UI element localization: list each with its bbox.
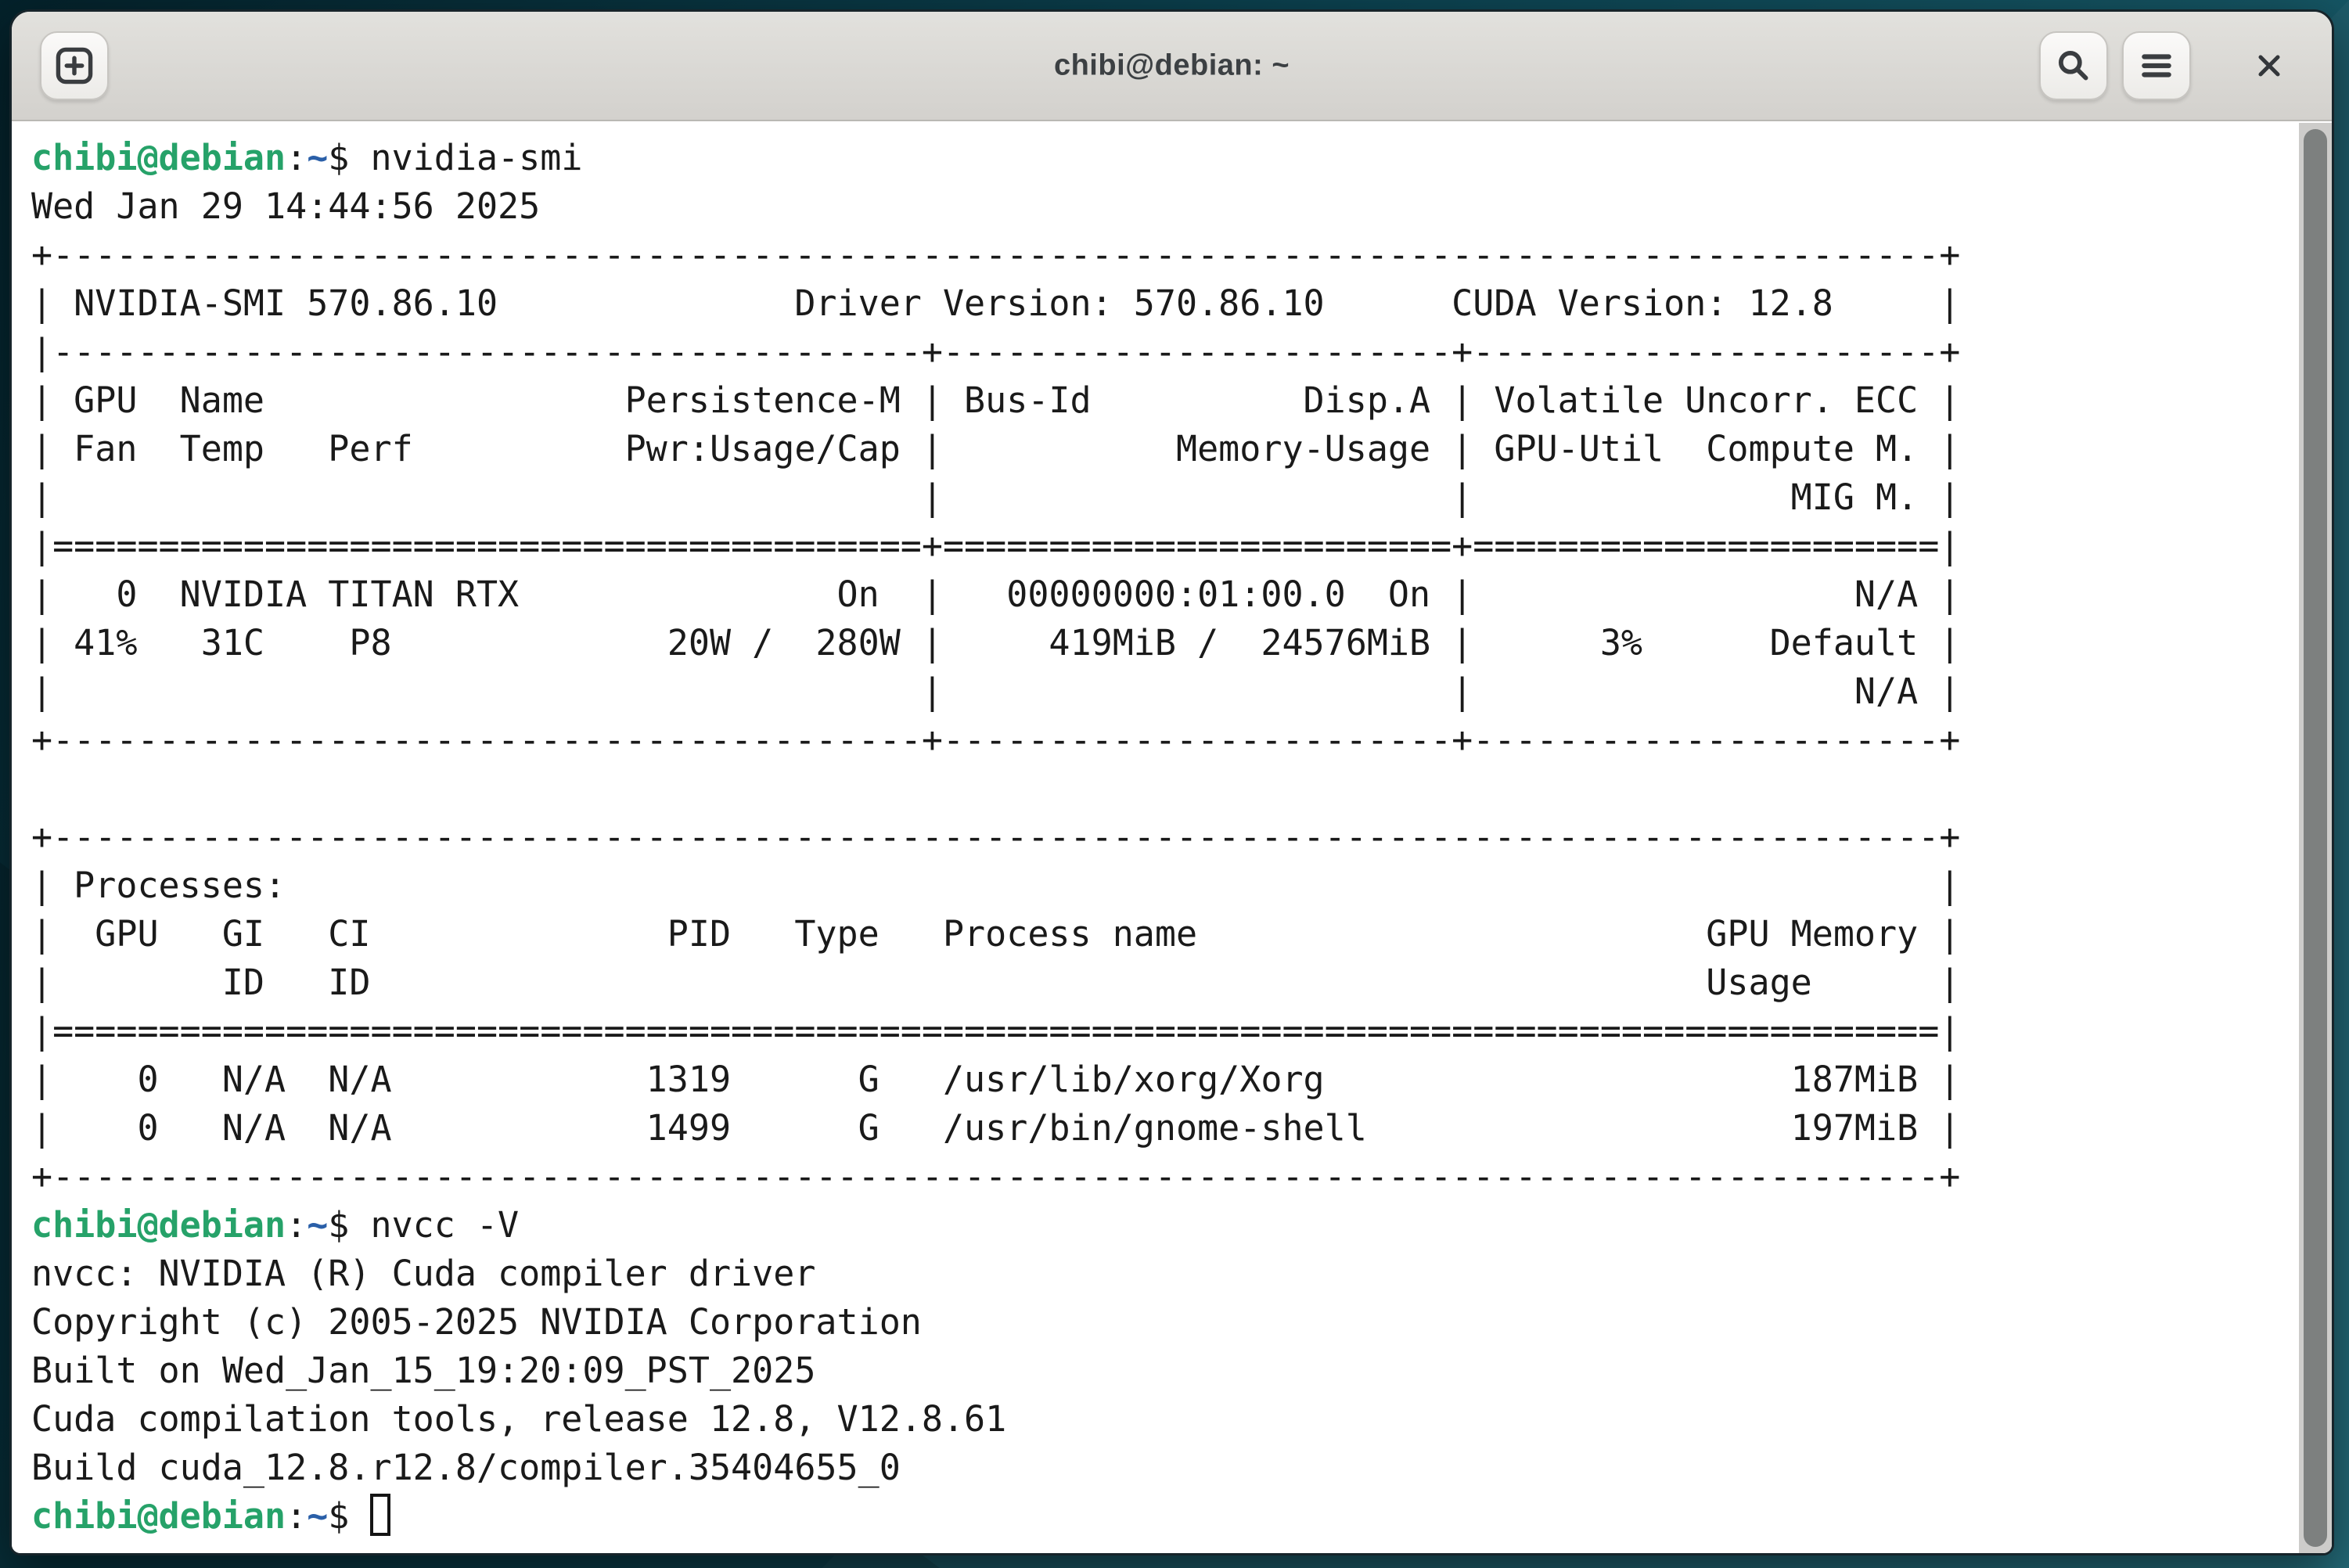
terminal-line: | 0 N/A N/A 1319 G /usr/lib/xorg/Xorg 18… — [31, 1059, 1961, 1100]
prompt-path: ~ — [307, 137, 329, 178]
command-text: nvcc -V — [370, 1204, 520, 1246]
terminal-line: |---------------------------------------… — [31, 331, 1961, 372]
new-tab-button[interactable] — [40, 31, 109, 100]
terminal-line: +---------------------------------------… — [31, 1156, 1961, 1197]
terminal-line: Build cuda_12.8.r12.8/compiler.35404655_… — [31, 1447, 901, 1488]
terminal-line: | 41% 31C P8 20W / 280W | 419MiB / 24576… — [31, 622, 1961, 664]
terminal-line: | ID ID Usage | — [31, 962, 1961, 1003]
terminal-line: nvcc: NVIDIA (R) Cuda compiler driver — [31, 1253, 816, 1294]
prompt-separator: : — [286, 1204, 308, 1246]
search-button[interactable] — [2039, 31, 2108, 100]
terminal-line: | 0 N/A N/A 1499 G /usr/bin/gnome-shell … — [31, 1107, 1961, 1149]
terminal-line: | NVIDIA-SMI 570.86.10 Driver Version: 5… — [31, 282, 1961, 324]
prompt-separator: : — [286, 137, 308, 178]
scrollbar-thumb[interactable] — [2304, 129, 2327, 1547]
prompt-symbol: $ — [328, 137, 371, 178]
terminal-line: |=======================================… — [31, 1010, 1961, 1052]
search-icon — [2058, 50, 2088, 81]
terminal-line: | GPU Name Persistence-M | Bus-Id Disp.A… — [31, 379, 1961, 421]
terminal-line: +---------------------------------------… — [31, 234, 1961, 275]
window-title: chibi@debian: ~ — [1053, 49, 1290, 82]
prompt-separator: : — [286, 1495, 308, 1537]
terminal-line: +---------------------------------------… — [31, 719, 1961, 761]
close-button[interactable] — [2235, 31, 2304, 100]
terminal-output[interactable]: chibi@debian:~$ nvidia-smi Wed Jan 29 14:… — [12, 123, 2299, 1553]
prompt-path: ~ — [307, 1204, 329, 1246]
terminal-line: +---------------------------------------… — [31, 816, 1961, 858]
terminal-cursor — [370, 1494, 391, 1536]
terminal-line: chibi@debian:~$ nvidia-smi — [31, 134, 2299, 182]
terminal-line: Copyright (c) 2005-2025 NVIDIA Corporati… — [31, 1301, 922, 1343]
terminal-line: Cuda compilation tools, release 12.8, V1… — [31, 1398, 1007, 1440]
terminal-line: | Processes: | — [31, 865, 1961, 906]
menu-icon — [2142, 54, 2171, 77]
titlebar[interactable]: chibi@debian: ~ — [12, 12, 2332, 121]
terminal-line: chibi@debian:~$ nvcc -V — [31, 1201, 2299, 1250]
terminal-line: |=======================================… — [31, 525, 1961, 566]
prompt-user: chibi@debian — [31, 1204, 286, 1246]
terminal-line: | GPU GI CI PID Type Process name GPU Me… — [31, 913, 1961, 955]
terminal-line: chibi@debian:~$ — [31, 1492, 2299, 1541]
terminal-window: chibi@debian: ~ — [9, 9, 2334, 1555]
prompt-symbol: $ — [328, 1495, 371, 1537]
menu-button[interactable] — [2122, 31, 2191, 100]
scrollbar-track[interactable] — [2299, 123, 2332, 1553]
prompt-symbol: $ — [328, 1204, 371, 1246]
terminal-line: | | | N/A | — [31, 671, 1961, 712]
prompt-path: ~ — [307, 1495, 329, 1537]
command-text: nvidia-smi — [370, 137, 583, 178]
new-tab-icon — [56, 47, 93, 85]
prompt-user: chibi@debian — [31, 137, 286, 178]
terminal-line: | 0 NVIDIA TITAN RTX On | 00000000:01:00… — [31, 574, 1961, 615]
close-icon — [2258, 55, 2280, 77]
terminal-line: | | | MIG M. | — [31, 477, 1961, 518]
prompt-user: chibi@debian — [31, 1495, 286, 1537]
terminal-line — [31, 764, 2299, 813]
terminal-line: Wed Jan 29 14:44:56 2025 — [31, 185, 541, 227]
terminal-line: | Fan Temp Perf Pwr:Usage/Cap | Memory-U… — [31, 428, 1961, 469]
terminal-line: Built on Wed_Jan_15_19:20:09_PST_2025 — [31, 1350, 816, 1391]
terminal-pane: chibi@debian:~$ nvidia-smi Wed Jan 29 14:… — [12, 123, 2332, 1553]
